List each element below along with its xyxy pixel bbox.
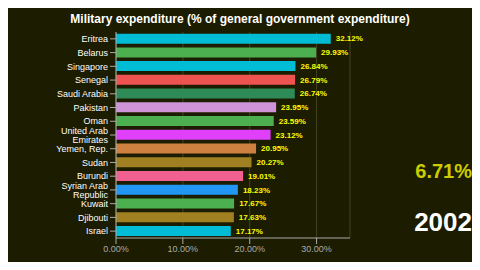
svg-text:17.63%: 17.63% <box>239 213 266 222</box>
svg-text:Saudi Arabia: Saudi Arabia <box>57 89 108 99</box>
svg-text:Singapore: Singapore <box>67 62 108 72</box>
svg-text:26.79%: 26.79% <box>300 76 327 85</box>
svg-text:26.74%: 26.74% <box>300 89 327 98</box>
svg-text:29.93%: 29.93% <box>321 48 348 57</box>
svg-text:Eritrea: Eritrea <box>81 34 108 44</box>
svg-text:Yemen, Rep.: Yemen, Rep. <box>56 144 108 154</box>
svg-text:20.27%: 20.27% <box>257 158 284 167</box>
svg-text:26.84%: 26.84% <box>300 62 327 71</box>
svg-text:Burundi: Burundi <box>77 171 108 182</box>
svg-text:23.95%: 23.95% <box>281 103 308 112</box>
svg-text:0.00%: 0.00% <box>103 244 129 254</box>
svg-text:Oman: Oman <box>83 116 108 127</box>
svg-text:Djibouti: Djibouti <box>78 213 108 223</box>
html-text:2002: 2002 <box>414 207 472 237</box>
svg-text:30.00%: 30.00% <box>301 244 332 254</box>
svg-text:23.12%: 23.12% <box>276 131 303 140</box>
svg-text:17.17%: 17.17% <box>236 227 263 236</box>
svg-text:Belarus: Belarus <box>77 48 108 58</box>
svg-text:23.59%: 23.59% <box>279 117 306 126</box>
svg-text:10.00%: 10.00% <box>168 244 199 254</box>
svg-text:19.01%: 19.01% <box>248 172 275 181</box>
svg-text:32.12%: 32.12% <box>336 34 363 43</box>
svg-text:18.23%: 18.23% <box>243 186 270 195</box>
svg-text:Sudan: Sudan <box>82 158 108 168</box>
html-text:Military expenditure (% of gen: Military expenditure (% of general gover… <box>70 12 410 26</box>
svg-text:20.95%: 20.95% <box>261 144 288 153</box>
svg-text:Senegal: Senegal <box>75 75 108 85</box>
svg-text:United ArabEmirates: United ArabEmirates <box>61 126 109 145</box>
svg-text:20.00%: 20.00% <box>234 244 265 254</box>
svg-text:17.67%: 17.67% <box>239 199 266 208</box>
html-text:6.71%: 6.71% <box>415 160 472 182</box>
svg-text:Israel: Israel <box>86 226 108 236</box>
svg-text:Kuwait: Kuwait <box>81 199 109 209</box>
svg-text:Pakistan: Pakistan <box>73 103 108 113</box>
svg-text:Syrian ArabRepublic: Syrian ArabRepublic <box>61 181 108 200</box>
